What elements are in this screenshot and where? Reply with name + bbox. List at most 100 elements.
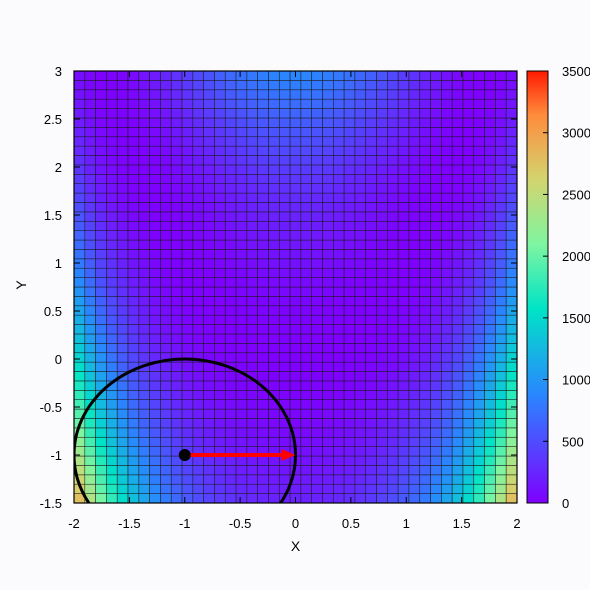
heatmap-cell	[473, 155, 485, 166]
heatmap-cell	[149, 493, 161, 504]
heatmap-cell	[387, 89, 399, 100]
heatmap-cell	[278, 230, 291, 241]
heatmap-cell	[451, 80, 464, 91]
heatmap-cell	[354, 202, 367, 213]
heatmap-cell	[116, 220, 129, 231]
heatmap-cell	[343, 465, 356, 476]
heatmap-cell	[430, 267, 442, 278]
heatmap-cell	[333, 117, 345, 128]
heatmap-cell	[138, 258, 150, 269]
heatmap-cell	[505, 286, 518, 297]
heatmap-cell	[495, 80, 507, 91]
heatmap-cell	[95, 296, 107, 307]
heatmap-cell	[451, 314, 464, 325]
heatmap-cell	[354, 80, 367, 91]
heatmap-cell	[181, 192, 194, 203]
heatmap-cell	[181, 80, 194, 91]
heatmap-cell	[462, 258, 475, 269]
heatmap-cell	[300, 258, 312, 269]
heatmap-cell	[289, 202, 302, 213]
heatmap-cell	[473, 230, 485, 241]
heatmap-cell	[495, 314, 507, 325]
heatmap-cell	[343, 380, 356, 391]
heatmap-cell	[84, 155, 96, 166]
heatmap-cell	[160, 286, 172, 297]
heatmap-cell	[505, 230, 518, 241]
heatmap-cell	[462, 192, 475, 203]
heatmap-cell	[160, 80, 172, 91]
heatmap-cell	[73, 343, 86, 354]
heatmap-cell	[354, 174, 367, 184]
heatmap-cell	[95, 483, 107, 494]
heatmap-cell	[106, 89, 118, 100]
heatmap-cell	[300, 249, 312, 260]
heatmap-cell	[73, 258, 86, 269]
y-axis-title: Y	[13, 280, 29, 290]
heatmap-cell	[354, 70, 367, 81]
heatmap-cell	[300, 108, 312, 119]
heatmap-cell	[116, 455, 129, 466]
heatmap-cell	[300, 89, 312, 100]
heatmap-cell	[116, 352, 129, 363]
heatmap-cell	[387, 483, 399, 494]
heatmap-cell	[149, 136, 161, 147]
heatmap-cell	[376, 145, 388, 156]
heatmap-cell	[430, 352, 442, 363]
heatmap-cell	[235, 258, 248, 269]
heatmap-cell	[333, 455, 345, 466]
heatmap-cell	[484, 220, 496, 231]
heatmap-cell	[224, 202, 237, 213]
heatmap-cell	[419, 399, 431, 410]
heatmap-cell	[246, 174, 258, 184]
heatmap-cell	[322, 258, 334, 269]
heatmap-cell	[116, 164, 129, 175]
heatmap-cell	[387, 418, 399, 429]
heatmap-cell	[95, 183, 107, 194]
heatmap-cell	[257, 220, 269, 231]
heatmap-cell	[235, 155, 248, 166]
heatmap-cell	[214, 136, 226, 147]
heatmap-cell	[376, 155, 388, 166]
heatmap-cell	[333, 202, 345, 213]
heatmap-cell	[322, 211, 334, 222]
heatmap-cell	[181, 267, 194, 278]
heatmap-cell	[170, 333, 183, 344]
heatmap-cell	[365, 361, 377, 372]
heatmap-cell	[451, 399, 464, 410]
heatmap-cell	[181, 239, 194, 250]
heatmap-cell	[397, 361, 410, 372]
heatmap-cell	[203, 333, 215, 344]
heatmap-cell	[333, 371, 345, 382]
heatmap-cell	[333, 446, 345, 457]
heatmap-cell	[354, 399, 367, 410]
heatmap-cell	[289, 286, 302, 297]
heatmap-cell	[73, 389, 86, 400]
heatmap-cell	[397, 258, 410, 269]
heatmap-cell	[127, 202, 140, 213]
heatmap-cell	[462, 220, 475, 231]
heatmap-cell	[451, 127, 464, 138]
heatmap-cell	[116, 239, 129, 250]
heatmap-cell	[311, 230, 323, 241]
heatmap-cell	[127, 436, 140, 447]
heatmap-cell	[235, 220, 248, 231]
heatmap-cell	[505, 211, 518, 222]
heatmap-cell	[387, 70, 399, 81]
heatmap-cell	[224, 258, 237, 269]
heatmap-cell	[268, 211, 280, 222]
heatmap-cell	[246, 455, 258, 466]
heatmap-cell	[473, 80, 485, 91]
heatmap-cell	[106, 117, 118, 128]
heatmap-cell	[289, 352, 302, 363]
heatmap-cell	[160, 446, 172, 457]
heatmap-cell	[473, 239, 485, 250]
heatmap-cell	[333, 192, 345, 203]
heatmap-cell	[462, 286, 475, 297]
heatmap-cell	[495, 418, 507, 429]
heatmap-cell	[343, 136, 356, 147]
heatmap-cell	[430, 192, 442, 203]
heatmap-cell	[365, 249, 377, 260]
heatmap-cell	[235, 343, 248, 354]
heatmap-cell	[235, 493, 248, 504]
heatmap-cell	[462, 296, 475, 307]
